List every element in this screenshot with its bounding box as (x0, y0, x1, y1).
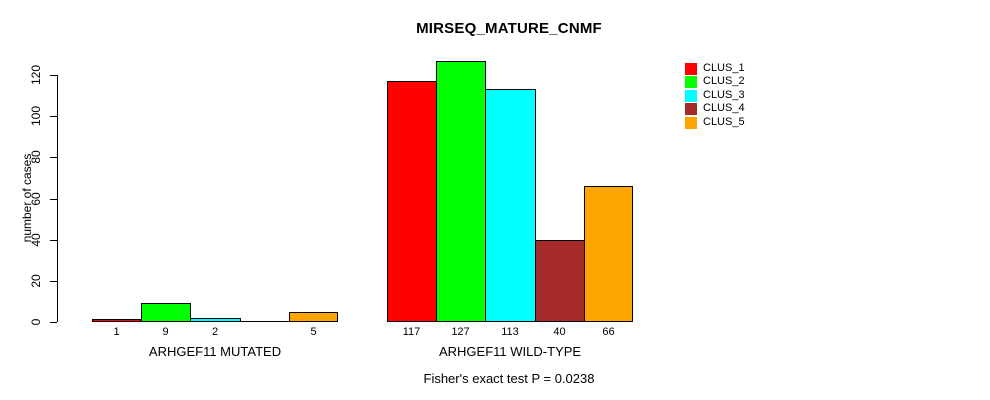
bar-value-label: 66 (602, 326, 615, 338)
bar-value-label: 117 (402, 326, 421, 338)
legend-item-clus_1: CLUS_1 (685, 62, 745, 75)
legend-swatch-clus_3 (685, 89, 697, 102)
legend-item-clus_4: CLUS_4 (685, 102, 745, 115)
bar-clus_3-wildtype (485, 89, 536, 322)
y-axis-tick (50, 281, 57, 282)
y-axis-line (57, 75, 58, 322)
legend-item-clus_2: CLUS_2 (685, 75, 745, 88)
y-axis-tick-label: 0 (29, 318, 43, 326)
y-axis-tick-label: 60 (29, 192, 43, 206)
y-axis-tick (50, 199, 57, 200)
bar-value-label: 113 (501, 326, 519, 338)
legend-swatch-clus_1 (685, 62, 697, 75)
y-axis-tick (50, 322, 57, 323)
x-group-label-mutated: ARHGEF11 MUTATED (148, 344, 282, 359)
legend-swatch-clus_4 (685, 102, 697, 115)
y-axis-tick-label: 120 (29, 64, 43, 86)
y-axis-tick (50, 157, 57, 158)
bar-value-label: 9 (162, 326, 169, 338)
legend-swatch-clus_5 (685, 116, 697, 129)
bar-clus_2-mutated (141, 303, 191, 322)
legend-item-clus_3: CLUS_3 (685, 89, 745, 102)
y-axis-tick-label: 40 (29, 233, 43, 247)
legend-label: CLUS_5 (703, 116, 745, 128)
legend-swatch-clus_2 (685, 75, 697, 88)
bar-clus_5-mutated (289, 312, 338, 322)
y-axis-tick-label: 80 (29, 150, 43, 164)
chart-title: MIRSEQ_MATURE_CNMF (416, 20, 602, 37)
y-axis-tick (50, 116, 57, 117)
y-axis-tick (50, 240, 57, 241)
fisher-test-annotation: Fisher's exact test P = 0.0238 (423, 371, 595, 386)
x-group-label-wildtype: ARHGEF11 WILD-TYPE (438, 344, 582, 359)
bar-value-label: 1 (113, 326, 120, 338)
legend-label: CLUS_4 (703, 102, 745, 114)
bar-clus_5-wildtype (584, 186, 633, 322)
bar-clus_4-wildtype (535, 240, 585, 322)
y-axis-tick-label: 20 (29, 274, 43, 288)
bar-clus_1-wildtype (387, 81, 437, 322)
bar-clus_3-mutated (190, 318, 241, 322)
y-axis-tick-label: 100 (29, 105, 43, 127)
legend-item-clus_5: CLUS_5 (685, 116, 745, 129)
bar-value-label: 5 (310, 326, 317, 338)
bar-clus_1-mutated (92, 319, 142, 322)
bar-value-label: 40 (553, 326, 566, 338)
legend-label: CLUS_2 (703, 75, 745, 87)
bar-value-label: 127 (451, 326, 470, 338)
bar-clus_2-wildtype (436, 61, 486, 322)
legend-label: CLUS_3 (703, 89, 745, 101)
y-axis-tick (50, 75, 57, 76)
bar-value-label: 2 (211, 326, 219, 338)
legend-label: CLUS_1 (703, 62, 745, 74)
